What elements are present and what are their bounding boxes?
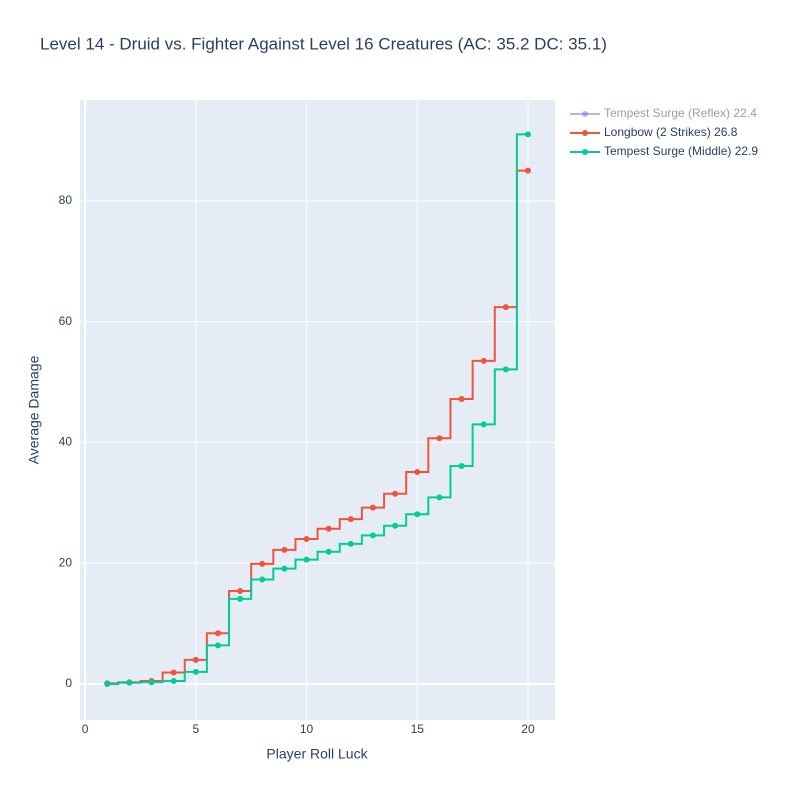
data-point: [259, 560, 266, 567]
data-point: [214, 630, 221, 637]
data-point: [237, 595, 244, 602]
data-point: [414, 511, 421, 518]
legend-marker: [582, 149, 588, 155]
data-point: [524, 131, 531, 138]
data-point: [369, 504, 376, 511]
chart-title: Level 14 - Druid vs. Fighter Against Lev…: [40, 34, 607, 53]
data-point: [104, 681, 111, 688]
data-point: [170, 677, 177, 684]
data-point: [458, 462, 465, 469]
y-tick-label: 0: [65, 676, 72, 690]
data-point: [502, 366, 509, 373]
legend-label[interactable]: Tempest Surge (Reflex) 22.4: [604, 106, 757, 120]
data-point: [192, 656, 199, 663]
data-point: [303, 536, 310, 543]
data-point: [347, 516, 354, 523]
y-tick-label: 60: [59, 314, 73, 328]
legend-marker: [582, 111, 588, 117]
x-tick-label: 10: [300, 722, 314, 736]
data-point: [325, 548, 332, 555]
data-point: [325, 525, 332, 532]
data-point: [436, 494, 443, 501]
data-point: [281, 565, 288, 572]
data-point: [126, 679, 133, 686]
data-point: [281, 546, 288, 553]
x-tick-label: 20: [521, 722, 535, 736]
data-point: [392, 490, 399, 497]
data-point: [436, 435, 443, 442]
x-tick-label: 5: [192, 722, 199, 736]
data-point: [347, 540, 354, 547]
y-tick-label: 80: [59, 193, 73, 207]
x-tick-label: 15: [411, 722, 425, 736]
data-point: [502, 304, 509, 311]
data-point: [148, 679, 155, 686]
data-point: [369, 532, 376, 539]
data-point: [170, 669, 177, 676]
data-point: [392, 522, 399, 529]
legend-marker: [582, 130, 588, 136]
x-tick-label: 0: [82, 722, 89, 736]
data-point: [214, 642, 221, 649]
y-axis-label: Average Damage: [26, 355, 42, 464]
data-point: [524, 167, 531, 174]
series-line: [107, 169, 528, 685]
x-axis-label: Player Roll Luck: [266, 746, 368, 762]
data-point: [259, 576, 266, 583]
data-point: [192, 668, 199, 675]
data-point: [414, 469, 421, 476]
y-tick-label: 40: [59, 435, 73, 449]
legend-label[interactable]: Longbow (2 Strikes) 26.8: [604, 125, 738, 139]
data-point: [480, 421, 487, 428]
data-point: [237, 587, 244, 594]
legend-label[interactable]: Tempest Surge (Middle) 22.9: [604, 144, 758, 158]
data-point: [303, 556, 310, 563]
series-line: [107, 133, 528, 686]
data-point: [458, 395, 465, 402]
y-tick-label: 20: [59, 555, 73, 569]
plot-area: [80, 100, 555, 720]
data-point: [480, 357, 487, 364]
